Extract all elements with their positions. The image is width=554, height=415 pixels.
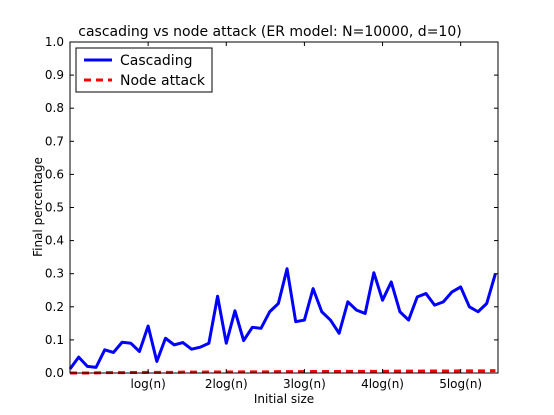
series-layer <box>68 267 497 375</box>
x-axis-title: Initial size <box>254 392 314 406</box>
tick-layer: 0.0 0.1 0.2 0.3 0.4 0.5 0.6 0.7 0.8 0.9 1.0 log(n) 2… <box>45 35 498 391</box>
y-tick-label: 0.8 <box>45 101 64 115</box>
x-tick-label: 5log(n) <box>439 377 482 391</box>
x-tick-label: 3log(n) <box>283 377 326 391</box>
y-tick-label: 0.3 <box>45 267 64 281</box>
plot-frame <box>69 41 499 374</box>
y-axis-title: Final percentage <box>31 157 45 257</box>
y-tick-label: 0.7 <box>45 134 64 148</box>
y-tick-label: 0.0 <box>45 366 64 380</box>
series-line-cascading <box>68 267 497 370</box>
legend-label-node-attack: Node attack <box>120 73 206 89</box>
y-tick-label: 1.0 <box>45 35 64 49</box>
y-tick-label: 0.2 <box>45 300 64 314</box>
x-tick-label: 2log(n) <box>205 377 248 391</box>
legend-box <box>75 47 213 93</box>
y-tick-label: 0.5 <box>45 201 64 215</box>
series-line-node-attack <box>70 369 496 375</box>
x-tick-label: 4log(n) <box>361 377 404 391</box>
legend-label-cascading: Cascading <box>120 53 192 69</box>
y-tick-label: 0.4 <box>45 234 64 248</box>
y-tick-label: 0.6 <box>45 167 64 181</box>
legend: Cascading Node attack <box>75 47 213 93</box>
chart-title: cascading vs node attack (ER model: N=10… <box>78 24 461 40</box>
x-tick-label: log(n) <box>131 377 166 391</box>
y-tick-label: 0.1 <box>45 333 64 347</box>
plot-area <box>70 42 498 373</box>
y-tick-label: 0.9 <box>45 68 64 82</box>
